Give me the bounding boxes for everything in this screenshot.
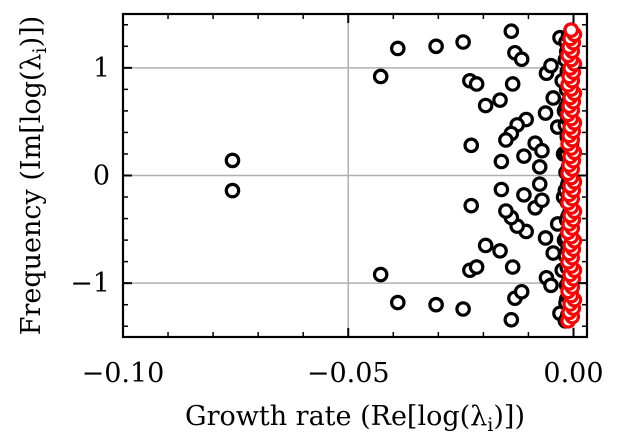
eigenvalue-point — [224, 152, 241, 169]
eigenvalue-point — [372, 68, 389, 85]
x-tick-label: −0.05 — [307, 358, 390, 389]
eigenvalue-point — [389, 40, 406, 57]
eigenvalue-point — [534, 192, 550, 209]
eigenvalue-point — [504, 76, 521, 92]
eigenvalue-point — [224, 182, 241, 199]
eigenvalue-point — [455, 34, 471, 50]
eigenvalue-point — [537, 230, 554, 246]
eigenvalue-point — [468, 259, 485, 275]
eigenvalue-point — [513, 51, 530, 68]
y-tick-label: 1 — [93, 53, 110, 84]
eigenvalue-point — [545, 245, 562, 261]
y-tick-label: −1 — [70, 268, 110, 299]
eigenvalue-point — [498, 132, 514, 148]
x-axis-label: Growth rate (Re[log(λi)]) — [185, 401, 525, 436]
eigenvalue-point — [477, 237, 494, 254]
tick-labels: −0.10 −0.05 0.00 −1 0 1 — [70, 53, 603, 389]
eigenvalue-point — [455, 301, 471, 317]
eigenvalue-point — [428, 296, 444, 313]
data-points — [224, 22, 583, 329]
stable-eigenvalue-point — [563, 22, 580, 38]
eigenvalue-point — [477, 97, 494, 114]
eigenvalue-point — [428, 38, 444, 55]
eigenvalue-point — [493, 181, 510, 198]
eigenvalue-point — [531, 176, 548, 192]
axis-ticks — [122, 14, 587, 337]
eigenvalue-point — [516, 187, 532, 203]
y-axis-label: Frequency (Im[log(λi)]) — [16, 16, 51, 335]
eigenvalue-point — [463, 197, 480, 214]
y-tick-label: 0 — [93, 161, 110, 192]
x-tick-label: 0.00 — [543, 358, 603, 389]
eigenvalue-point — [534, 142, 550, 159]
eigenvalue-point — [493, 153, 510, 170]
eigenvalue-point — [492, 243, 508, 259]
eigenvalue-point — [516, 148, 532, 164]
eigenvalue-point — [531, 159, 548, 175]
eigenvalue-point — [492, 92, 508, 108]
eigenvalue-point — [537, 105, 554, 121]
eigenvalue-point — [543, 57, 559, 74]
eigenvalue-point — [463, 137, 480, 154]
eigenvalue-point — [504, 259, 521, 275]
eigenvalue-point — [513, 283, 530, 300]
eigenvalue-point — [543, 277, 559, 294]
eigenvalue-point — [503, 23, 520, 40]
eigenvalue-point — [468, 76, 485, 92]
eigenvalue-point — [389, 294, 406, 311]
eigenvalue-point — [545, 90, 562, 106]
x-tick-label: −0.10 — [82, 358, 165, 389]
eigenvalue-point — [503, 311, 520, 328]
eigenvalue-point — [372, 266, 389, 283]
eigenvalue-point — [498, 203, 514, 219]
